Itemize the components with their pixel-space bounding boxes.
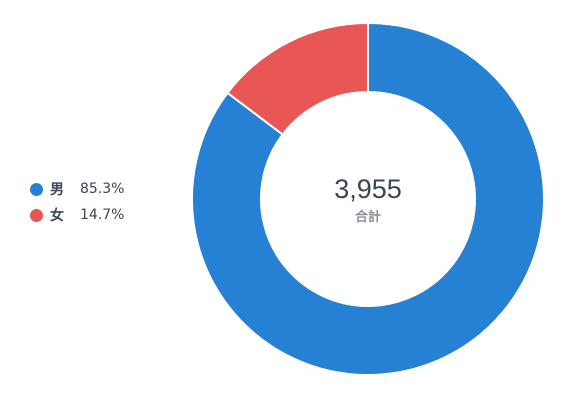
donut-slices [191, 21, 545, 376]
legend-dot-female [30, 208, 43, 222]
legend-label-male: 男 [50, 182, 64, 198]
legend-label-female: 女 [50, 208, 64, 224]
legend-item-male[interactable]: 男 85.3% [30, 176, 170, 202]
legend-value-female: 14.7% [80, 207, 125, 223]
center-total: 3,955 [334, 174, 402, 204]
slice-female[interactable] [226, 21, 369, 136]
legend-dot-male [30, 182, 43, 196]
legend-value-male: 85.3% [80, 181, 125, 197]
slice-male[interactable] [191, 21, 545, 376]
legend-item-female[interactable]: 女 14.7% [30, 202, 170, 228]
center-label: 合計 [355, 209, 381, 225]
chart-legend: 男 85.3% 女 14.7% [30, 176, 170, 228]
